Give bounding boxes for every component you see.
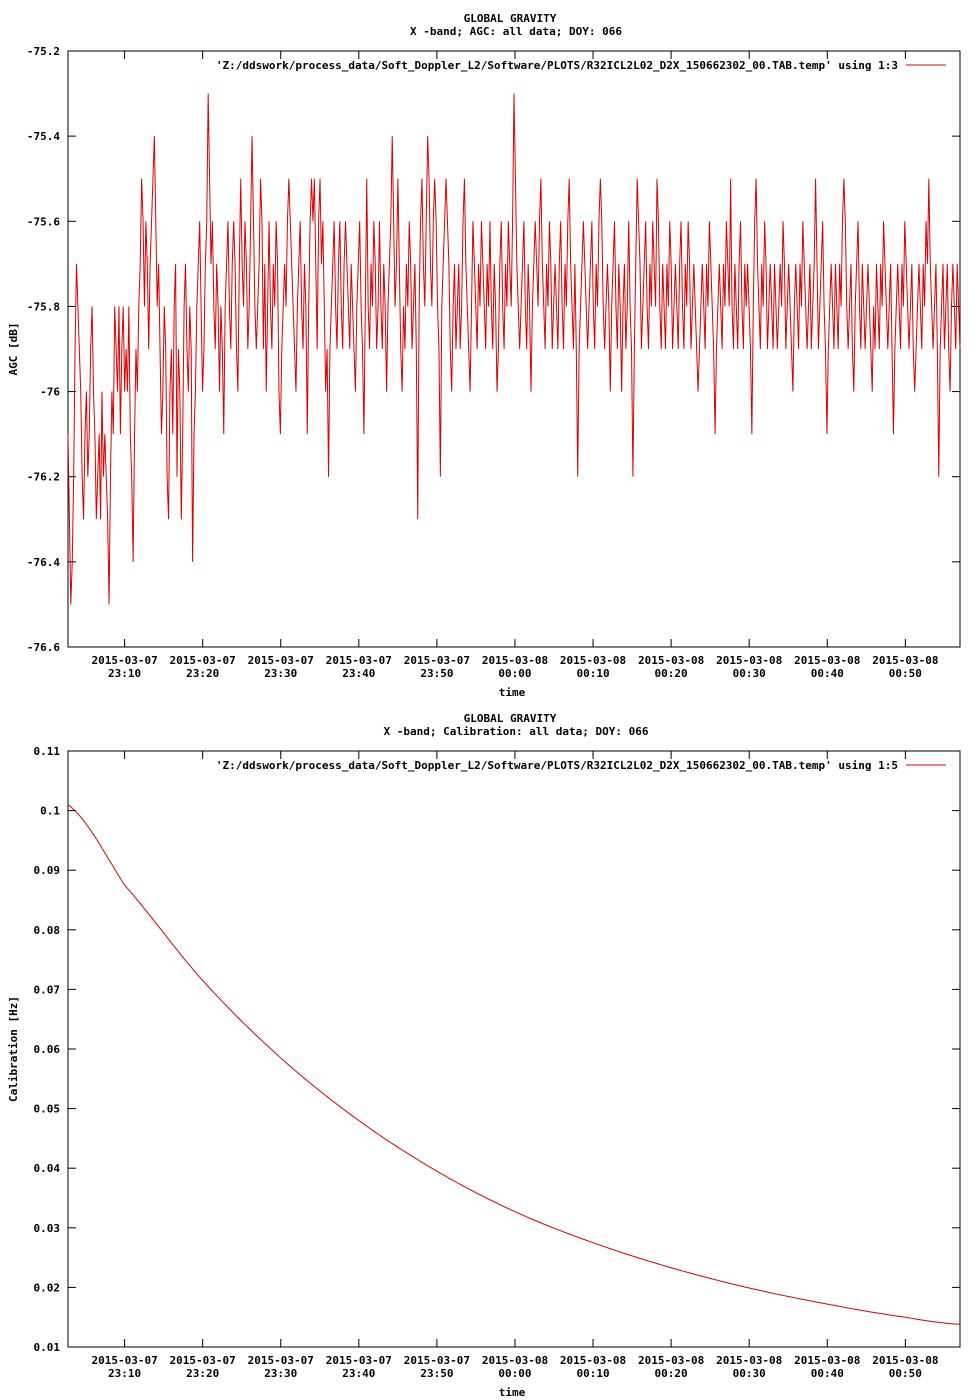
agc-x-tick-time: 23:40 (342, 667, 375, 680)
calibration-data-line (67, 804, 961, 1325)
calibration-x-tick-date: 2015-03-07 (91, 1354, 157, 1367)
agc-panel: GLOBAL GRAVITY X -band; AGC: all data; D… (7, 12, 961, 699)
agc-x-axis-label: time (499, 686, 526, 699)
calibration-x-tick-time: 00:30 (733, 1367, 766, 1380)
calibration-x-tick-date: 2015-03-07 (326, 1354, 392, 1367)
calibration-subtitle: X -band; Calibration: all data; DOY: 066 (384, 725, 649, 738)
calibration-plot-frame (67, 750, 961, 1348)
agc-x-tick-time: 00:20 (655, 667, 688, 680)
calibration-y-tick-label: 0.03 (34, 1222, 61, 1235)
calibration-x-tick-time: 23:30 (264, 1367, 297, 1380)
agc-x-tick-date: 2015-03-07 (91, 654, 157, 667)
agc-x-tick-date: 2015-03-08 (872, 654, 938, 667)
agc-x-axis: 2015-03-0723:102015-03-0723:202015-03-07… (91, 51, 938, 680)
calibration-x-tick-date: 2015-03-08 (794, 1354, 860, 1367)
agc-x-tick-date: 2015-03-08 (794, 654, 860, 667)
calibration-y-tick-label: 0.01 (34, 1341, 61, 1354)
agc-data-line (67, 93, 961, 605)
calibration-y-axis-label: Calibration [Hz] (7, 996, 20, 1102)
calibration-x-tick-date: 2015-03-07 (248, 1354, 314, 1367)
calibration-x-tick-time: 00:10 (576, 1367, 609, 1380)
calibration-panel: GLOBAL GRAVITY X -band; Calibration: all… (7, 712, 961, 1399)
calibration-y-tick-label: 0.1 (40, 805, 60, 818)
calibration-y-tick-label: 0.11 (34, 745, 61, 758)
calibration-x-tick-date: 2015-03-08 (872, 1354, 938, 1367)
agc-x-tick-date: 2015-03-07 (170, 654, 236, 667)
agc-y-tick-label: -76.6 (27, 641, 60, 654)
agc-x-tick-time: 00:00 (498, 667, 531, 680)
calibration-x-tick-date: 2015-03-08 (560, 1354, 626, 1367)
calibration-x-tick-date: 2015-03-07 (170, 1354, 236, 1367)
agc-y-axis: -75.2 -75.4 -75.6 -75.8 -76 -76.2 -76.4 -76.6 (27, 45, 960, 654)
agc-x-tick-date: 2015-03-08 (560, 654, 626, 667)
agc-y-axis-label: AGC [dB] (7, 323, 20, 376)
calibration-y-tick-label: 0.04 (34, 1162, 61, 1175)
calibration-x-axis: 2015-03-0723:102015-03-0723:202015-03-07… (91, 751, 938, 1380)
agc-x-tick-date: 2015-03-07 (326, 654, 392, 667)
calibration-x-tick-time: 23:20 (186, 1367, 219, 1380)
agc-x-tick-time: 00:40 (811, 667, 844, 680)
agc-x-tick-date: 2015-03-08 (638, 654, 704, 667)
agc-x-tick-time: 00:10 (576, 667, 609, 680)
agc-x-tick-date: 2015-03-07 (404, 654, 470, 667)
agc-x-tick-time: 23:50 (420, 667, 453, 680)
agc-y-tick-label: -75.8 (27, 300, 60, 313)
agc-title: GLOBAL GRAVITY (464, 12, 557, 25)
agc-subtitle: X -band; AGC: all data; DOY: 066 (410, 25, 622, 38)
calibration-y-axis: 0.11 0.1 0.09 0.08 0.07 0.06 0.05 0.04 0.03 0.02 0… (34, 745, 960, 1354)
agc-y-tick-label: -76 (40, 386, 60, 399)
calibration-y-tick-label: 0.08 (34, 924, 61, 937)
calibration-x-tick-date: 2015-03-07 (404, 1354, 470, 1367)
calibration-title: GLOBAL GRAVITY (464, 712, 557, 725)
agc-y-tick-label: -75.4 (27, 130, 60, 143)
agc-legend-label: 'Z:/ddswork/process_data/Soft_Doppler_L2… (216, 59, 898, 72)
calibration-y-tick-label: 0.05 (34, 1103, 61, 1116)
agc-x-tick-time: 23:20 (186, 667, 219, 680)
calibration-y-tick-label: 0.06 (34, 1043, 61, 1056)
calibration-x-tick-time: 23:40 (342, 1367, 375, 1380)
agc-x-tick-date: 2015-03-08 (482, 654, 548, 667)
agc-y-tick-label: -75.6 (27, 215, 60, 228)
calibration-x-axis-label: time (499, 1386, 526, 1399)
calibration-y-tick-label: 0.09 (34, 864, 61, 877)
calibration-x-tick-date: 2015-03-08 (716, 1354, 782, 1367)
calibration-legend-label: 'Z:/ddswork/process_data/Soft_Doppler_L2… (216, 759, 898, 772)
agc-x-tick-date: 2015-03-07 (248, 654, 314, 667)
agc-y-tick-label: -76.4 (27, 556, 60, 569)
calibration-x-tick-time: 00:00 (498, 1367, 531, 1380)
calibration-x-tick-time: 23:50 (420, 1367, 453, 1380)
agc-x-tick-time: 00:50 (889, 667, 922, 680)
calibration-x-tick-time: 00:40 (811, 1367, 844, 1380)
agc-x-tick-date: 2015-03-08 (716, 654, 782, 667)
calibration-x-tick-time: 23:10 (108, 1367, 141, 1380)
agc-series (67, 93, 961, 605)
calibration-x-tick-date: 2015-03-08 (638, 1354, 704, 1367)
agc-x-tick-time: 00:30 (733, 667, 766, 680)
calibration-x-tick-date: 2015-03-08 (482, 1354, 548, 1367)
agc-x-tick-time: 23:30 (264, 667, 297, 680)
agc-x-tick-time: 23:10 (108, 667, 141, 680)
calibration-y-tick-label: 0.07 (34, 983, 61, 996)
calibration-y-tick-label: 0.02 (34, 1281, 61, 1294)
calibration-x-tick-time: 00:20 (655, 1367, 688, 1380)
agc-y-tick-label: -75.2 (27, 45, 60, 58)
calibration-series (67, 804, 961, 1325)
calibration-x-tick-time: 00:50 (889, 1367, 922, 1380)
agc-y-tick-label: -76.2 (27, 471, 60, 484)
